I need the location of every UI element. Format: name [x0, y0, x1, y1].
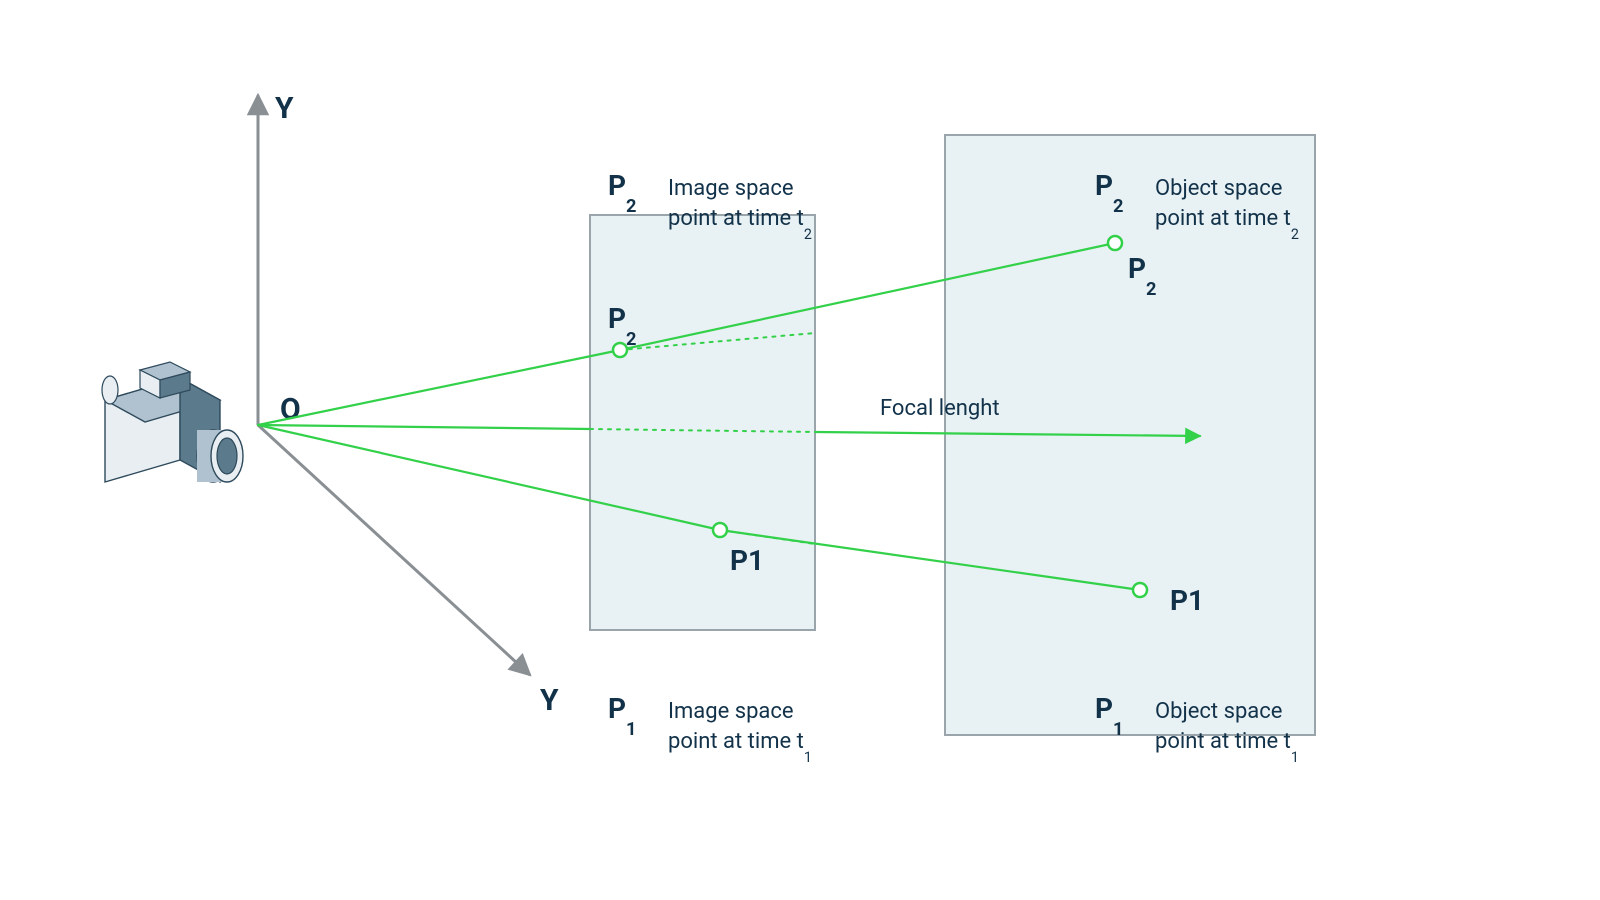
image-p1-desc-line2: point at time t1: [668, 729, 812, 766]
origin-label: O: [280, 392, 301, 427]
image-p2-head: P2: [608, 169, 636, 217]
y-axis-diag: [258, 425, 530, 675]
image-plane: [590, 215, 815, 630]
object-point-p2: [1108, 236, 1122, 250]
ray-origin-to-image-p2: [258, 350, 620, 425]
image-point-p2: [613, 343, 627, 357]
y-axis-up-label: Y: [275, 91, 294, 126]
object-p1-desc-line2: point at time t1: [1155, 729, 1299, 766]
object-p2-desc-line1: Object space: [1155, 176, 1282, 201]
camera-icon: [102, 362, 243, 482]
object-point-p1: [1133, 583, 1147, 597]
object-point-p1-label: P1: [1170, 584, 1204, 617]
image-p1-desc-line1: Image space: [668, 699, 794, 724]
focal-length-label: Focal lenght: [880, 396, 1000, 421]
image-point-p1: [713, 523, 727, 537]
image-point-p1-label: P1: [730, 544, 764, 577]
y-axis-diag-label: Y: [540, 683, 559, 718]
object-p1-desc-line1: Object space: [1155, 699, 1282, 724]
focal-axis-a: [258, 425, 590, 429]
image-p2-desc-line1: Image space: [668, 176, 794, 201]
image-p1-head: P1: [608, 692, 636, 740]
